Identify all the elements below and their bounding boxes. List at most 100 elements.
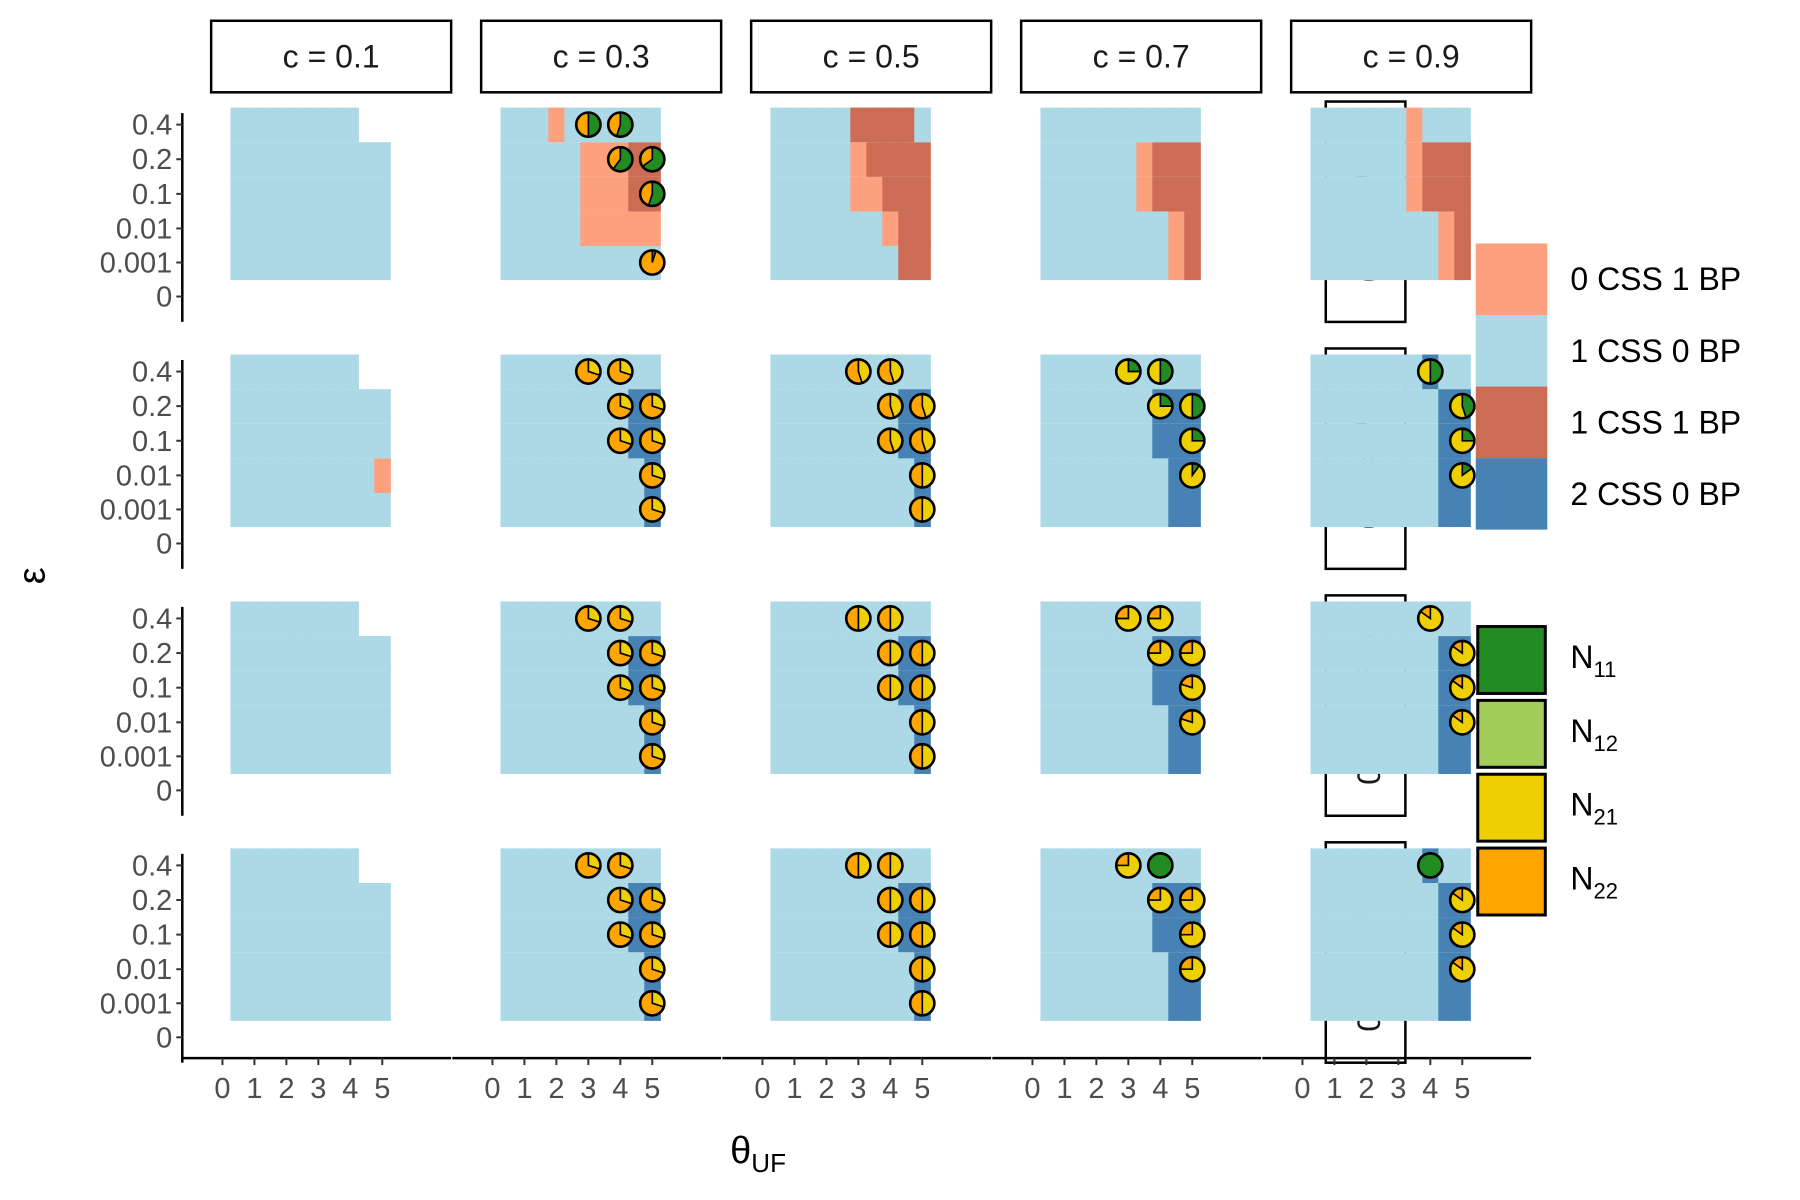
- heatmap-cell: [1120, 705, 1137, 740]
- pie-marker: [1114, 851, 1142, 879]
- heatmap-cell: [516, 601, 534, 637]
- pie-marker: [1178, 886, 1206, 914]
- heatmap-cell: [802, 458, 819, 494]
- heatmap-cell: [914, 142, 931, 177]
- heatmap-cell: [1326, 354, 1344, 390]
- heatmap-cell: [898, 492, 915, 528]
- heatmap-cell: [786, 848, 804, 884]
- heatmap-cell: [802, 423, 819, 459]
- heatmap-cell: [1168, 142, 1185, 177]
- heatmap-cell: [230, 636, 248, 671]
- heatmap-cell: [1152, 739, 1169, 774]
- facet-panel: [770, 107, 931, 281]
- heatmap-cell: [802, 670, 819, 706]
- heatmap-cell: [1184, 739, 1201, 774]
- heatmap-cell: [1310, 176, 1328, 212]
- heatmap-cell: [262, 848, 279, 884]
- heatmap-cell: [532, 848, 549, 884]
- heatmap-cell: [548, 176, 565, 212]
- heatmap-cell: [1104, 848, 1121, 884]
- heatmap-cell: [342, 107, 359, 143]
- heatmap-cell: [310, 739, 327, 774]
- heatmap-cell: [1438, 176, 1455, 212]
- heatmap-cell: [1056, 848, 1074, 884]
- heatmap-cell: [310, 670, 327, 706]
- heatmap-cell: [532, 176, 549, 212]
- heatmap-cell: [1438, 882, 1455, 918]
- pie-outline: [876, 851, 904, 879]
- pie-marker: [1448, 392, 1476, 420]
- pie-outline: [1448, 886, 1476, 914]
- heatmap-cell: [278, 739, 295, 774]
- heatmap-cell: [1040, 354, 1058, 390]
- heatmap-cell: [294, 601, 311, 637]
- heatmap-cell: [818, 636, 835, 671]
- heatmap-cell: [882, 142, 899, 177]
- heatmap-cell: [644, 848, 661, 884]
- heatmap-cell: [246, 354, 264, 390]
- pie-marker: [638, 674, 666, 702]
- heatmap-cell: [1072, 389, 1089, 424]
- x-tick-label: 1: [246, 1073, 262, 1105]
- pie-outline: [606, 392, 634, 420]
- heatmap-cell: [246, 986, 264, 1021]
- heatmap-cell: [628, 739, 645, 774]
- heatmap-cell: [564, 882, 581, 918]
- heatmap-cell: [1136, 882, 1153, 918]
- heatmap-cell: [500, 952, 518, 987]
- y-tick-label: 0: [156, 528, 172, 560]
- heatmap-cell: [1390, 670, 1407, 706]
- heatmap-cell: [628, 211, 645, 247]
- heatmap-cell: [1040, 848, 1058, 884]
- facet-column-strip: [1289, 19, 1533, 94]
- x-axis-title: θUF: [730, 1130, 786, 1178]
- heatmap-cell: [1454, 107, 1471, 143]
- heatmap-cell: [628, 670, 645, 706]
- heatmap-cell: [1056, 636, 1074, 671]
- heatmap-cell: [802, 601, 819, 637]
- heatmap-cell: [596, 389, 613, 424]
- pie-outline: [876, 639, 904, 667]
- heatmap-cell: [770, 423, 788, 459]
- heatmap-cell: [1120, 458, 1137, 494]
- heatmap-cell: [1152, 176, 1169, 212]
- heatmap-cell: [1342, 389, 1359, 424]
- heatmap-cell: [1358, 354, 1375, 390]
- heatmap-cell: [342, 601, 359, 637]
- pie-marker: [1448, 674, 1476, 702]
- heatmap-cell: [1342, 354, 1359, 390]
- heatmap-cell: [1040, 670, 1058, 706]
- heatmap-cell: [596, 176, 613, 212]
- heatmap-cell: [1406, 882, 1423, 918]
- heatmap-cell: [294, 882, 311, 918]
- heatmap-cell: [596, 952, 613, 987]
- heatmap-cell: [786, 176, 804, 212]
- heatmap-cell: [1406, 492, 1423, 528]
- heatmap-cell: [262, 354, 279, 390]
- heatmap-cell: [564, 848, 581, 884]
- heatmap-cell: [1342, 848, 1359, 884]
- pie-marker: [908, 461, 936, 489]
- heatmap-cell: [596, 636, 613, 671]
- heatmap-cell: [1390, 848, 1407, 884]
- heatmap-cell: [628, 423, 645, 459]
- heatmap-cell: [1088, 986, 1105, 1021]
- heatmap-cell: [278, 636, 295, 671]
- heatmap-cell: [612, 952, 629, 987]
- heatmap-cell: [1310, 389, 1328, 424]
- heatmap-cell: [1358, 389, 1375, 424]
- pie-outline: [638, 674, 666, 702]
- pie-marker: [606, 851, 634, 879]
- heatmap-cell: [342, 389, 359, 424]
- heatmap-cell: [1390, 458, 1407, 494]
- heatmap-cell: [516, 636, 534, 671]
- heatmap-cell: [278, 211, 295, 247]
- heatmap-cell: [1120, 636, 1137, 671]
- heatmap-cell: [1040, 211, 1058, 247]
- heatmap-cell: [1358, 176, 1375, 212]
- heatmap-cell: [1072, 739, 1089, 774]
- heatmap-cell: [628, 601, 645, 637]
- heatmap-cell: [850, 389, 867, 424]
- heatmap-cell: [548, 423, 565, 459]
- pie-marker: [638, 145, 666, 173]
